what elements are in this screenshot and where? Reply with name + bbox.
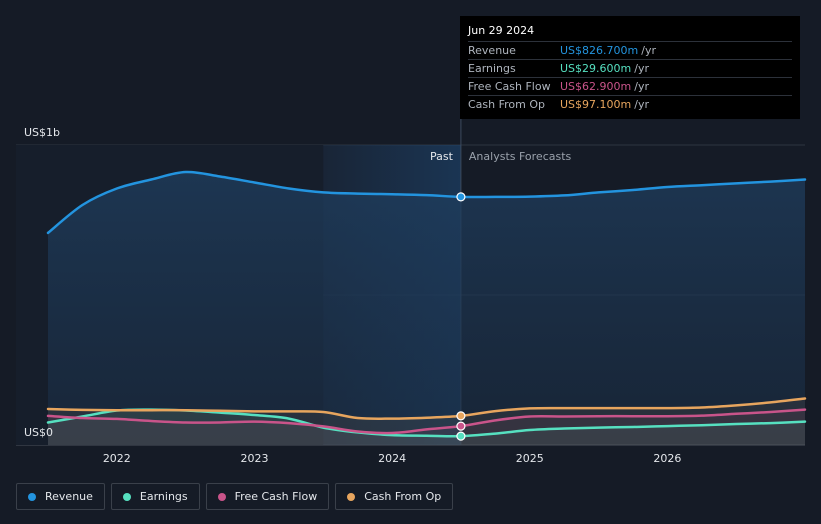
- legend-label: Earnings: [139, 490, 188, 503]
- tooltip-value: US$826.700m: [560, 44, 639, 57]
- x-tick-label: 2022: [103, 452, 131, 465]
- x-tick-label: 2024: [378, 452, 406, 465]
- legend-item-free-cash-flow[interactable]: Free Cash Flow: [205, 483, 330, 510]
- earnings-marker: [456, 431, 466, 441]
- free-cash-flow-line: [46, 408, 807, 435]
- tooltip-unit: /yr: [634, 62, 649, 75]
- tooltip-row-revenue: Revenue US$826.700m /yr: [468, 41, 792, 59]
- legend-label: Revenue: [45, 490, 93, 503]
- cash-from-op-dot-icon: [347, 492, 356, 501]
- free-cash-flow-marker: [456, 421, 466, 431]
- tooltip-label: Free Cash Flow: [468, 80, 551, 93]
- tooltip-label: Revenue: [468, 44, 516, 57]
- tooltip-date: Jun 29 2024: [468, 24, 535, 37]
- tooltip-label: Cash From Op: [468, 98, 546, 111]
- x-tick-label: 2023: [240, 452, 268, 465]
- free-cash-flow-area: [48, 409, 805, 445]
- revenue-marker: [456, 192, 466, 202]
- tooltip-row-free-cash-flow: Free Cash Flow US$62.900m /yr: [468, 77, 792, 95]
- tooltip-unit: /yr: [634, 80, 649, 93]
- tooltip-value: US$97.100m: [560, 98, 632, 111]
- cash-from-op-marker: [456, 411, 466, 421]
- revenue-dot-icon: [28, 492, 36, 501]
- y-tick-label: US$0: [24, 426, 53, 439]
- free-cash-flow-dot-icon: [217, 492, 226, 501]
- revenue-area: [48, 171, 805, 446]
- revenue-line: [46, 170, 807, 235]
- legend-label: Free Cash Flow: [234, 490, 318, 503]
- tooltip-label: Earnings: [468, 62, 516, 75]
- tooltip-row-earnings: Earnings US$29.600m /yr: [468, 59, 792, 77]
- y-tick-label: US$1b: [24, 126, 60, 139]
- past-label: Past: [430, 150, 454, 163]
- earnings-dot-icon: [122, 492, 131, 501]
- legend-item-earnings[interactable]: Earnings: [110, 483, 200, 510]
- earnings-area: [48, 409, 805, 445]
- tooltip-row-cash-from-op: Cash From Op US$97.100m /yr: [468, 95, 792, 113]
- legend-item-revenue[interactable]: Revenue: [16, 483, 105, 510]
- forecast-label: Analysts Forecasts: [469, 150, 572, 163]
- legend-item-cash-from-op[interactable]: Cash From Op: [335, 483, 454, 510]
- cash-from-op-area: [48, 398, 805, 445]
- chart-legend: Revenue Earnings Free Cash Flow Cash Fro…: [16, 483, 454, 510]
- cash-from-op-line: [46, 397, 807, 420]
- tooltip-value: US$62.900m: [560, 80, 632, 93]
- x-tick-label: 2025: [516, 452, 544, 465]
- legend-label: Cash From Op: [364, 490, 442, 503]
- tooltip-unit: /yr: [641, 44, 656, 57]
- tooltip-value: US$29.600m: [560, 62, 632, 75]
- hover-tooltip: Jun 29 2024 Revenue US$826.700m /yr Earn…: [460, 16, 800, 119]
- x-tick-label: 2026: [653, 452, 681, 465]
- tooltip-unit: /yr: [634, 98, 649, 111]
